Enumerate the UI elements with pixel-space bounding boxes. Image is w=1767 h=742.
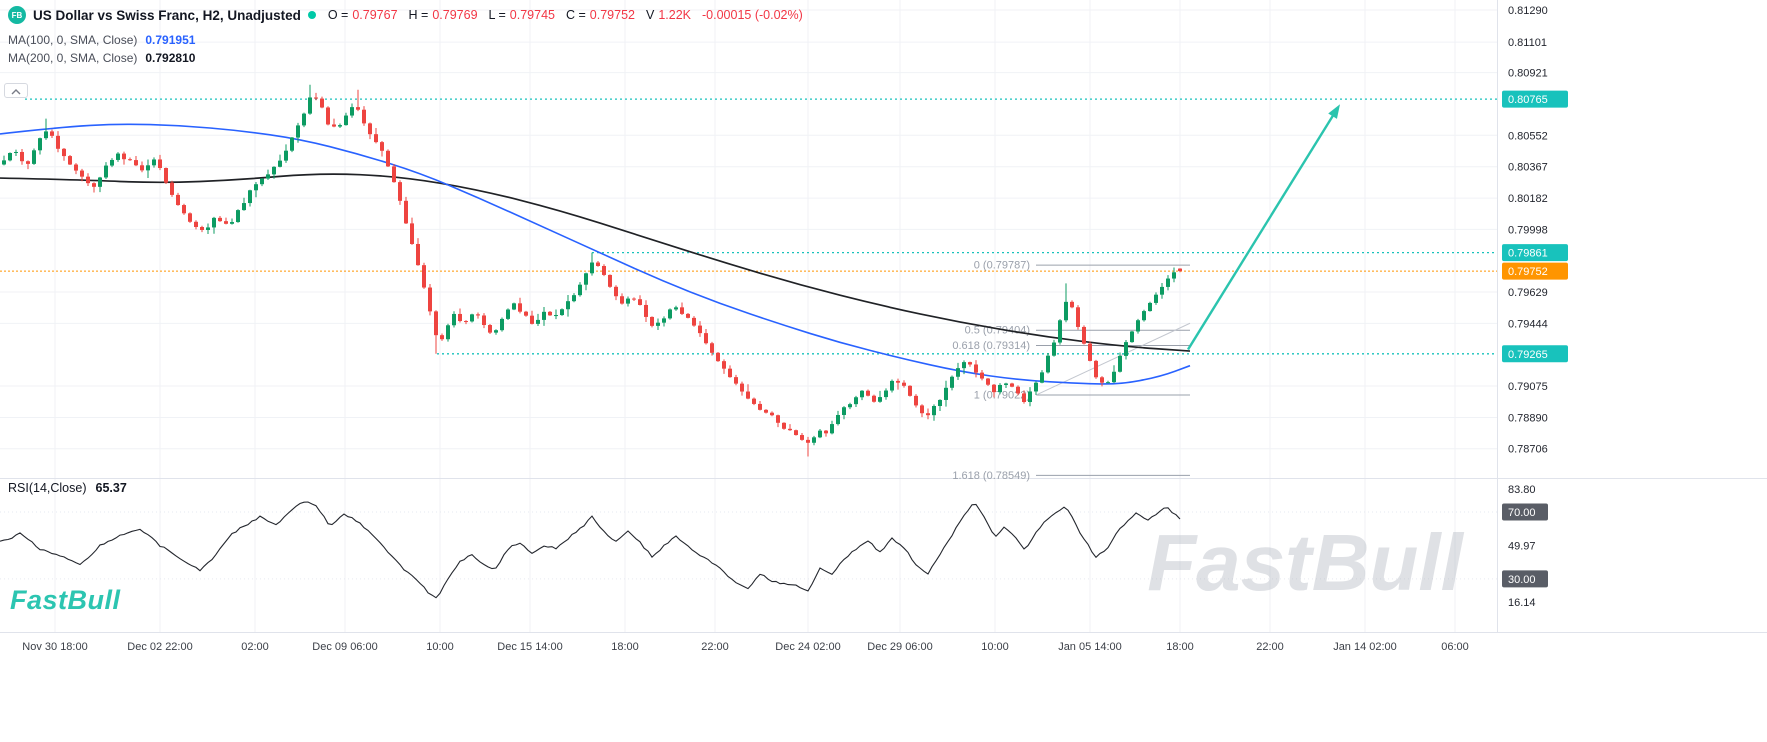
svg-text:18:00: 18:00 <box>611 641 639 653</box>
ma100-label: MA(100, 0, SMA, Close) <box>8 33 138 47</box>
level-price-badge <box>1502 244 1568 262</box>
svg-text:16.14: 16.14 <box>1508 597 1536 609</box>
fastbull-logo-icon: FB <box>8 6 26 24</box>
svg-text:0.618 (0.79314): 0.618 (0.79314) <box>952 340 1030 352</box>
candles-layer[interactable] <box>2 84 1182 457</box>
svg-text:10:00: 10:00 <box>426 641 454 653</box>
svg-text:22:00: 22:00 <box>1256 641 1284 653</box>
key-levels[interactable] <box>25 98 1497 355</box>
close-label: C = <box>565 8 586 22</box>
open-label: O = <box>327 8 349 22</box>
chevron-up-icon <box>11 83 21 98</box>
svg-text:0.81101: 0.81101 <box>1508 37 1547 49</box>
rsi-axis[interactable]: 83.80 49.97 16.14 70.00 30.00 <box>1502 484 1548 609</box>
svg-text:06:00: 06:00 <box>1441 641 1469 653</box>
svg-text:1.618 (0.78549): 1.618 (0.78549) <box>952 470 1030 482</box>
ma100-legend[interactable]: MA(100, 0, SMA, Close) 0.791951 <box>8 33 803 47</box>
svg-text:0.5 (0.79404): 0.5 (0.79404) <box>965 325 1030 337</box>
high-value: 0.79769 <box>432 8 478 22</box>
collapse-indicators-button[interactable] <box>4 83 28 98</box>
change-value: -0.00015 (-0.02%) <box>702 8 803 22</box>
trend-arrow[interactable] <box>1186 104 1340 351</box>
svg-text:Dec 24 02:00: Dec 24 02:00 <box>775 641 840 653</box>
svg-text:0.80765: 0.80765 <box>1508 94 1548 106</box>
legend: FB US Dollar vs Swiss Franc, H2, Unadjus… <box>8 6 803 65</box>
svg-text:0.79444: 0.79444 <box>1508 318 1548 330</box>
svg-text:Dec 09 06:00: Dec 09 06:00 <box>312 641 377 653</box>
svg-text:0.80921: 0.80921 <box>1508 68 1548 80</box>
ma100-line[interactable] <box>0 123 1191 385</box>
svg-text:0.79998: 0.79998 <box>1508 224 1548 236</box>
svg-text:0.79861: 0.79861 <box>1508 248 1548 260</box>
pane-borders <box>0 0 1767 633</box>
svg-text:1 (0.79022): 1 (0.79022) <box>974 390 1030 402</box>
open-value: 0.79767 <box>352 8 398 22</box>
last-price-badge <box>1502 262 1568 280</box>
price-axis[interactable]: 0.81290 0.81101 0.80921 0.80552 0.80367 0.801… <box>1502 5 1568 456</box>
svg-text:0 (0.79787): 0 (0.79787) <box>974 260 1030 272</box>
ma200-value: 0.792810 <box>145 51 196 65</box>
rsi-band-badge <box>1502 570 1548 588</box>
fib-retracement[interactable]: 0 (0.79787) 0.5 (0.79404) 0.618 (0.79314) 1… <box>952 260 1191 482</box>
market-status-dot <box>307 11 316 19</box>
svg-text:Nov 30 18:00: Nov 30 18:00 <box>22 641 87 653</box>
low-value: 0.79745 <box>509 8 555 22</box>
svg-text:Dec 02 22:00: Dec 02 22:00 <box>127 641 192 653</box>
svg-text:Dec 29 06:00: Dec 29 06:00 <box>867 641 932 653</box>
rsi-legend[interactable]: RSI(14,Close) 65.37 <box>8 481 127 495</box>
svg-text:22:00: 22:00 <box>701 641 729 653</box>
svg-text:0.80552: 0.80552 <box>1508 130 1548 142</box>
svg-text:0.80182: 0.80182 <box>1508 193 1548 205</box>
svg-text:0.78706: 0.78706 <box>1508 444 1548 456</box>
fastbull-watermark-small: FastBull <box>10 585 121 615</box>
rsi-band-badge <box>1502 503 1548 521</box>
ma100-value: 0.791951 <box>145 33 196 47</box>
svg-text:0.81290: 0.81290 <box>1508 5 1548 17</box>
symbol-title[interactable]: US Dollar vs Swiss Franc, H2, Unadjusted <box>33 7 301 23</box>
svg-text:Jan 14 02:00: Jan 14 02:00 <box>1333 641 1397 653</box>
level-price-badge <box>1502 90 1568 108</box>
svg-text:0.79265: 0.79265 <box>1508 349 1548 361</box>
svg-text:30.00: 30.00 <box>1508 574 1536 586</box>
close-value: 0.79752 <box>589 8 635 22</box>
volume-value: 1.22K <box>658 8 691 22</box>
symbol-row: FB US Dollar vs Swiss Franc, H2, Unadjus… <box>8 6 803 24</box>
svg-text:0.78890: 0.78890 <box>1508 412 1548 424</box>
grid-layer <box>0 0 1497 632</box>
level-price-badge <box>1502 345 1568 363</box>
svg-text:02:00: 02:00 <box>241 641 269 653</box>
svg-text:49.97: 49.97 <box>1508 540 1536 552</box>
rsi-value: 65.37 <box>95 481 127 495</box>
rsi-label: RSI(14,Close) <box>8 481 87 495</box>
svg-text:70.00: 70.00 <box>1508 507 1536 519</box>
ma200-line[interactable] <box>0 173 1191 352</box>
svg-text:Dec 15 14:00: Dec 15 14:00 <box>497 641 562 653</box>
svg-text:18:00: 18:00 <box>1166 641 1194 653</box>
low-label: L = <box>488 8 506 22</box>
high-label: H = <box>408 8 429 22</box>
volume-label: V <box>645 8 655 22</box>
svg-text:Jan 05 14:00: Jan 05 14:00 <box>1058 641 1122 653</box>
svg-text:0.79075: 0.79075 <box>1508 381 1548 393</box>
svg-text:0.80367: 0.80367 <box>1508 162 1548 174</box>
svg-text:0.79752: 0.79752 <box>1508 266 1548 278</box>
ma200-label: MA(200, 0, SMA, Close) <box>8 51 138 65</box>
svg-text:83.80: 83.80 <box>1508 484 1536 496</box>
ma200-legend[interactable]: MA(200, 0, SMA, Close) 0.792810 <box>8 51 803 65</box>
svg-text:0.79629: 0.79629 <box>1508 287 1548 299</box>
svg-text:10:00: 10:00 <box>981 641 1009 653</box>
fastbull-watermark-large: FastBull <box>1147 518 1464 607</box>
rsi-line[interactable] <box>0 501 1181 599</box>
time-axis[interactable]: Nov 30 18:00 Dec 02 22:00 02:00 Dec 09 06:0… <box>22 641 1468 653</box>
